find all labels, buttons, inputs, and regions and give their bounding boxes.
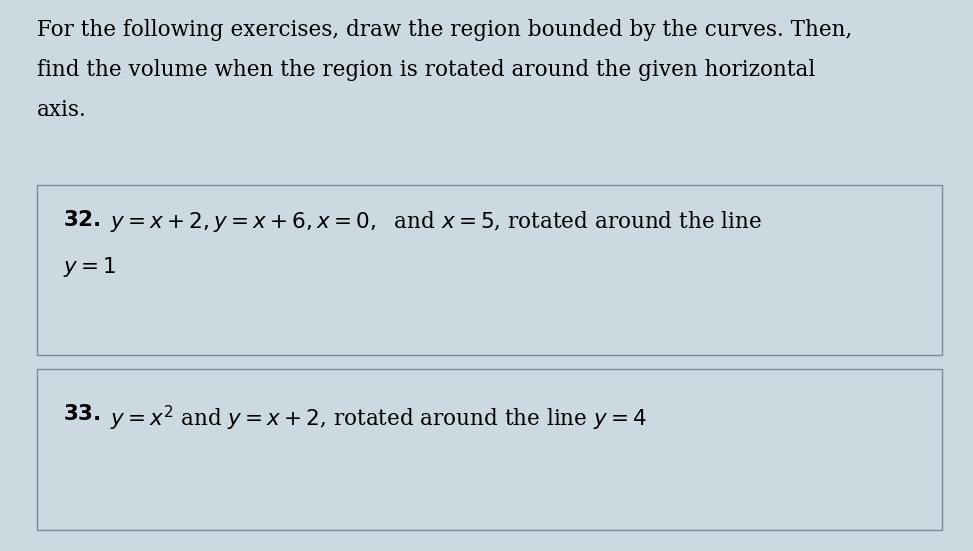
Text: For the following exercises, draw the region bounded by the curves. Then,: For the following exercises, draw the re… [37,19,852,41]
Text: $y = x + 2, y = x + 6, x = 0,$  and $x = 5$, rotated around the line: $y = x + 2, y = x + 6, x = 0,$ and $x = … [110,209,762,234]
Text: find the volume when the region is rotated around the given horizontal: find the volume when the region is rotat… [37,59,815,81]
Text: axis.: axis. [37,99,87,121]
Text: $y = x^2$ and $y = x + 2$, rotated around the line $y = 4$: $y = x^2$ and $y = x + 2$, rotated aroun… [110,403,647,433]
Text: $\bf{33.}$: $\bf{33.}$ [63,403,101,425]
FancyBboxPatch shape [37,369,942,530]
FancyBboxPatch shape [37,185,942,355]
Text: $y = 1$: $y = 1$ [63,255,117,279]
Text: $\bf{32.}$: $\bf{32.}$ [63,209,101,231]
